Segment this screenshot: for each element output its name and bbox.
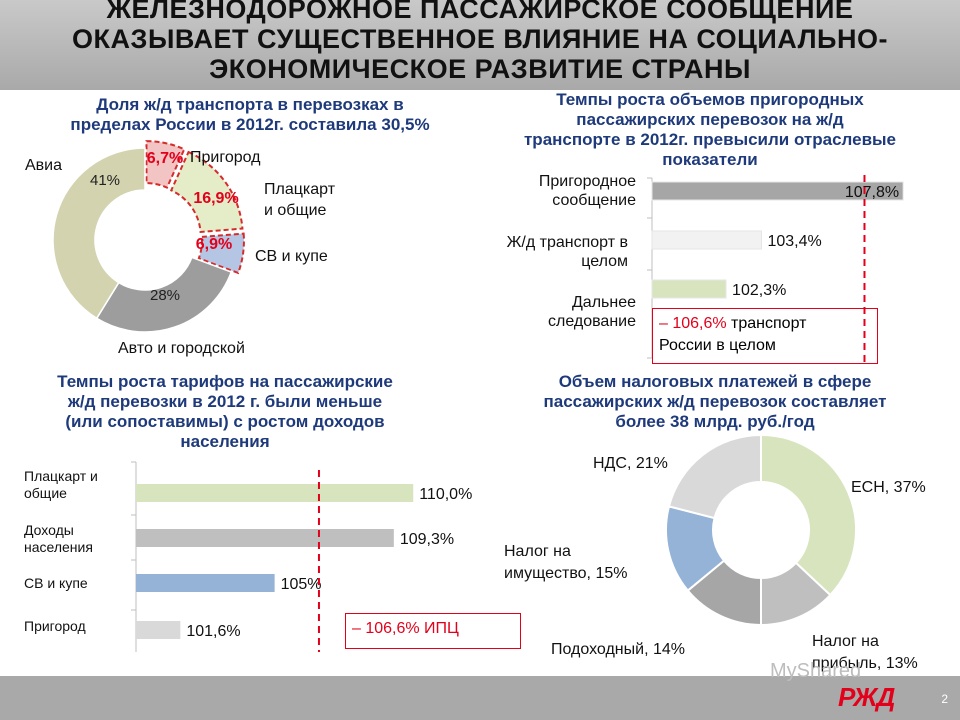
share-slice-label-4: 41% [90, 172, 120, 189]
label-esn: ЕСН, 37% [851, 479, 926, 496]
bar3-label-2: СВ и купе [24, 575, 88, 591]
bar3-label-0: Плацкарт и общие [24, 468, 98, 501]
bars2-value-label-2: 102,3% [732, 282, 786, 299]
tax-slice-4 [667, 433, 762, 520]
title-line-3: ЭКОНОМИЧЕСКОЕ РАЗВИТИЕ СТРАНЫ [209, 54, 751, 84]
label-platskart-2: и общие [264, 202, 327, 219]
chart4-title: Объем налоговых платежей в сфере пассажи… [543, 372, 887, 431]
bars3-value-label-2: 105% [281, 576, 322, 593]
label-imush-2: имущество, 15% [504, 565, 628, 582]
bars2-value-label-0: 107,8% [845, 184, 899, 201]
ipc-reference-box: – 106,6% ИПЦ [345, 613, 521, 649]
share-slice-label-0: 6,7% [147, 150, 183, 167]
label-imush-1: Налог на [504, 543, 571, 560]
label-pribyl-1: Налог на [812, 633, 879, 650]
title-line-1: ЖЕЛЕЗНОДОРОЖНОЕ ПАССАЖИРСКОЕ СООБЩЕНИЕ [106, 0, 854, 24]
footer-band [0, 676, 960, 720]
bars3-value-label-1: 109,3% [400, 531, 454, 548]
bars2-bar-1 [651, 230, 762, 250]
bar3-label-3: Пригород [24, 618, 86, 634]
share-slice-3 [95, 256, 233, 333]
header-band [0, 0, 960, 90]
label-platskart-1: Плацкарт [264, 181, 336, 198]
bars2-bar-0 [651, 181, 904, 201]
share-slice-label-1: 16,9% [193, 190, 238, 207]
chart1-title: Доля ж/д транспорта в перевозках в преде… [70, 95, 430, 134]
bars3-bar-1 [136, 529, 394, 547]
transport-reference-box: – 106,6% транспорт России в целом [652, 308, 878, 364]
label-pribyl-2: прибыль, 13% [812, 655, 918, 672]
chart3-title: Темпы роста тарифов на пассажирские ж/д … [57, 372, 393, 451]
bars3-bar-2 [136, 574, 275, 592]
chart2-title: Темпы роста объемов пригородных пассажир… [523, 90, 896, 169]
label-prigorod: Пригород [190, 149, 261, 166]
bar2-label-0: Пригородное сообщение [538, 173, 636, 209]
bars3-bar-3 [136, 621, 181, 639]
tax-slice-0 [760, 433, 857, 597]
label-sv: СВ и купе [255, 248, 328, 265]
share-slice-label-2: 6,9% [196, 236, 232, 253]
title-line-2: ОКАЗЫВАЕТ СУЩЕСТВЕННОЕ ВЛИЯНИЕ НА СОЦИАЛ… [72, 24, 888, 54]
bars3-bar-0 [136, 484, 414, 502]
bars3-value-label-0: 110,0% [419, 486, 472, 503]
share-slice-label-3: 28% [150, 287, 180, 304]
bars2-bar-2 [651, 279, 727, 299]
bars3-value-label-3: 101,6% [186, 623, 240, 640]
rzd-logo: РЖД [838, 682, 895, 712]
share-slice-0 [145, 140, 186, 189]
share-slice-1 [169, 150, 244, 234]
page-number: 2 [941, 692, 948, 706]
page-title: ЖЕЛЕЗНОДОРОЖНОЕ ПАССАЖИРСКОЕ СООБЩЕНИЕ О… [0, 0, 960, 84]
bar2-label-2: Дальнее следование [547, 294, 636, 330]
label-podohod: Подоходный, 14% [551, 641, 685, 658]
label-nds: НДС, 21% [593, 455, 668, 472]
label-avia: Авиа [25, 157, 63, 174]
bars2-value-label-1: 103,4% [767, 233, 821, 250]
watermark: MyShared [770, 660, 862, 682]
label-avto: Авто и городской [118, 340, 245, 357]
bar3-label-1: Доходы населения [24, 522, 93, 555]
bar2-label-1: Ж/д транспорт в целом [506, 234, 628, 270]
share-slice-4 [52, 147, 146, 320]
share-slice-2 [197, 232, 245, 275]
